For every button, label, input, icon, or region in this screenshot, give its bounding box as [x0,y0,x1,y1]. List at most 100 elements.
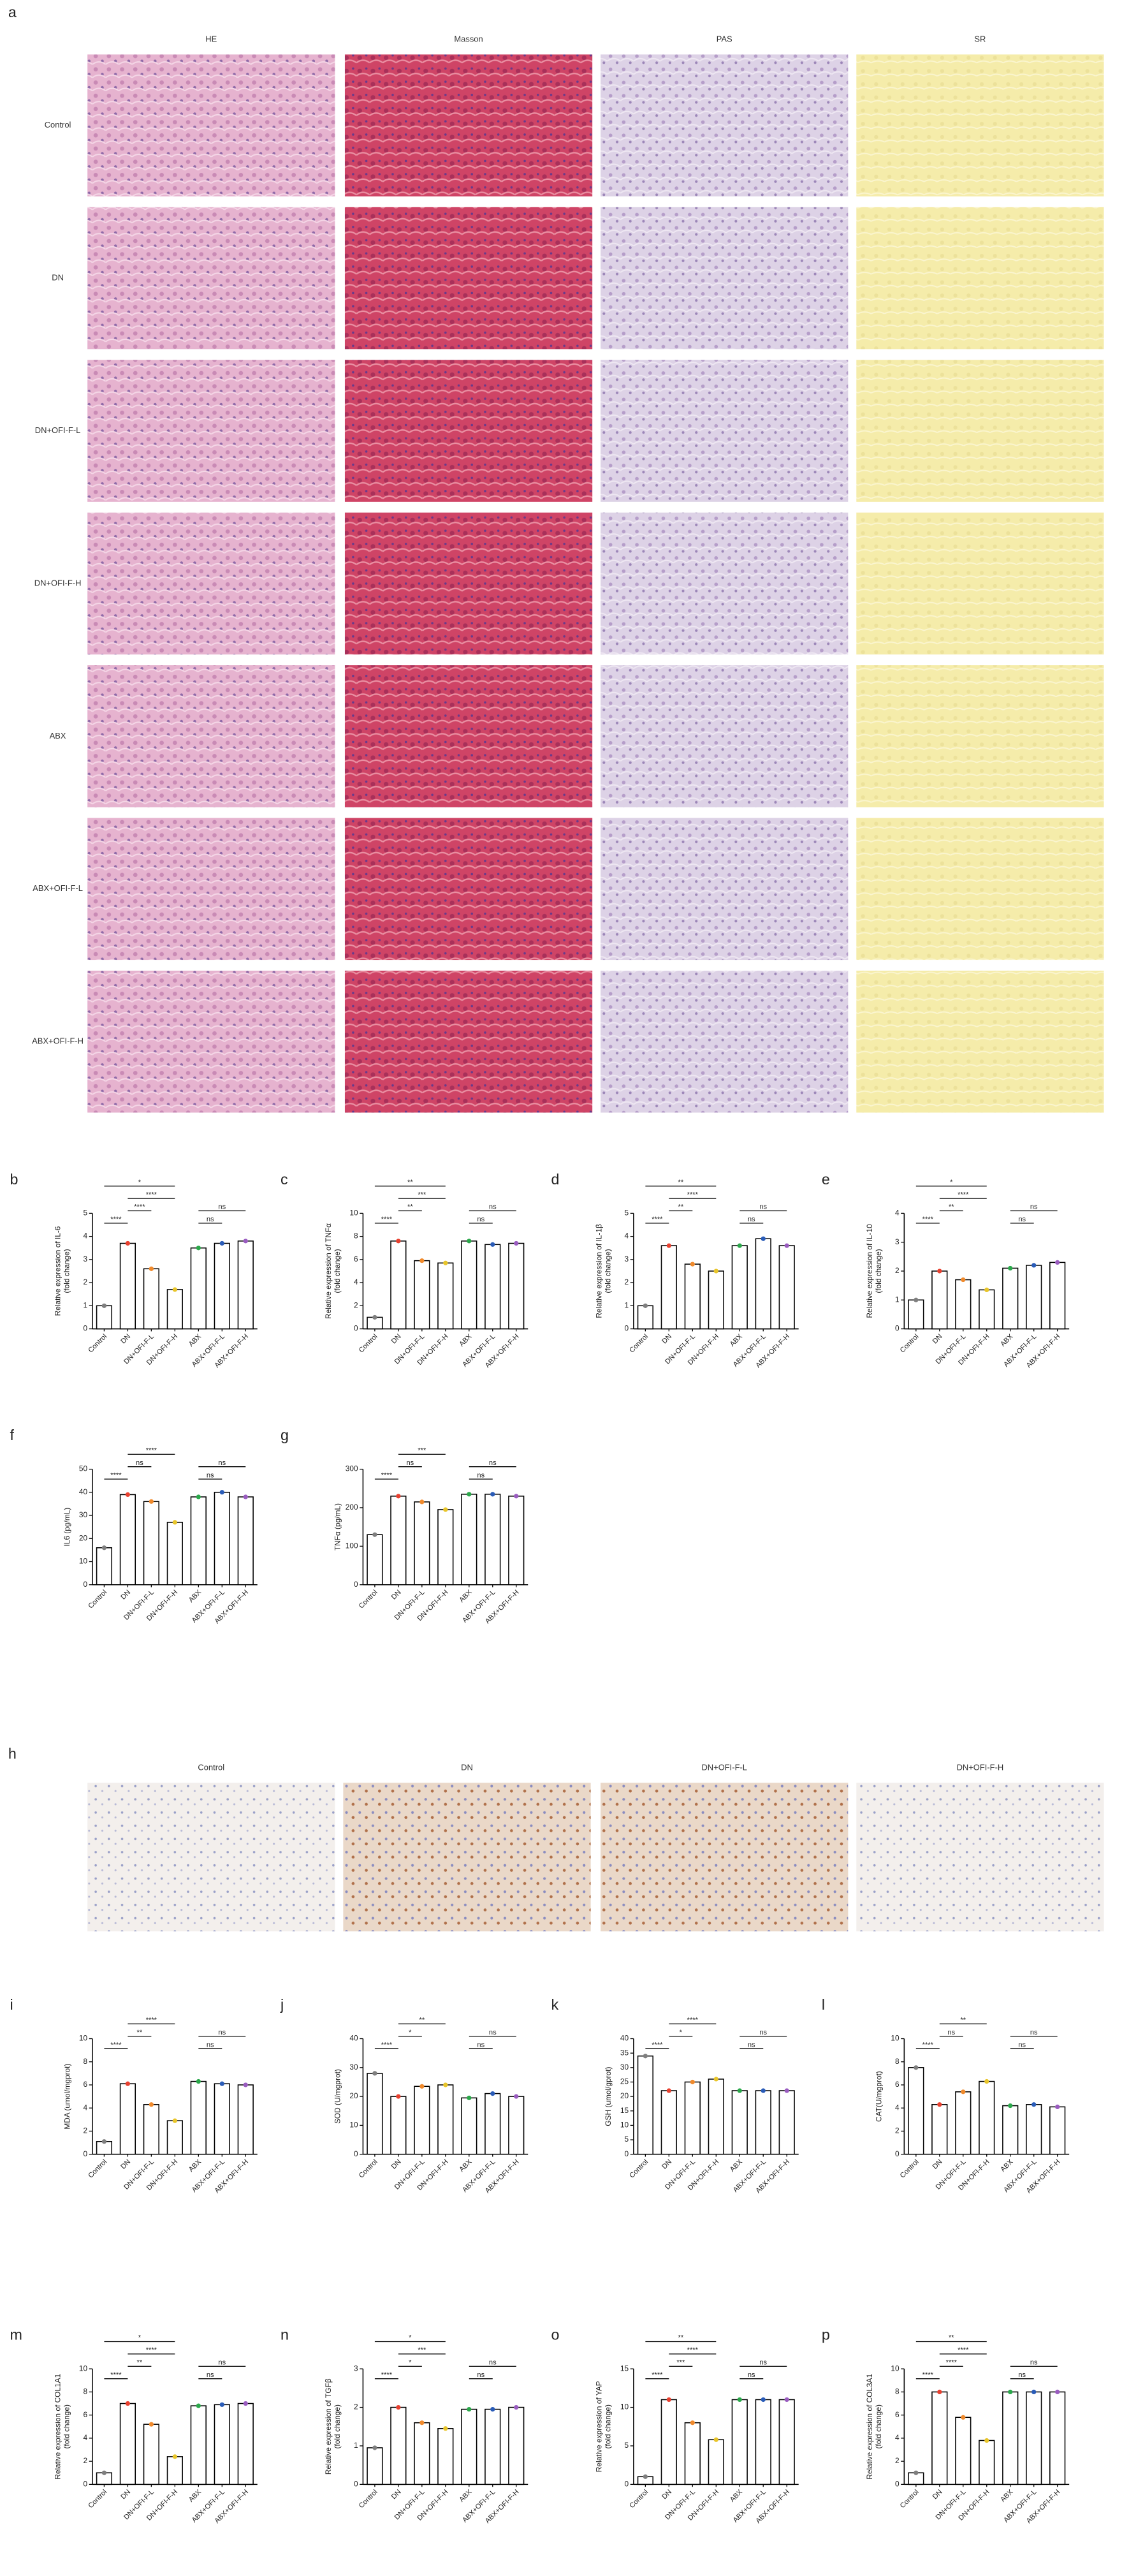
histology-image [87,818,335,960]
significance-label: **** [134,1203,145,1211]
y-axis-label: Relative expression of IL-6 [53,1226,62,1316]
mean-dot [419,2084,425,2089]
mean-dot [219,2081,224,2086]
y-tick-label: 10 [79,2364,88,2373]
mean-dot [1008,1265,1013,1271]
column-header: DN+OFI-F-H [957,1762,1004,1772]
mean-dot [690,2079,695,2085]
significance-label: **** [922,2371,934,2379]
bar [955,2417,972,2485]
y-tick-label: 2 [895,1266,900,1275]
mean-dot [784,1243,789,1248]
bar [143,1268,159,1330]
mean-dot [514,1240,519,1246]
histology-image [87,665,335,807]
significance-label: ns [489,2359,497,2367]
mean-dot [690,2420,695,2425]
y-tick-label: 2 [84,1277,88,1286]
mean-dot [713,1269,718,1274]
significance-label: **** [652,2371,663,2379]
mean-dot [172,2454,177,2459]
y-axis-label: (fold change) [604,1249,613,1293]
significance-label: **** [922,1216,934,1223]
row-label: ABX [50,731,66,740]
mean-dot [643,2474,648,2479]
mean-dot [396,2094,401,2099]
bar [508,2406,525,2485]
y-axis-label: (fold change) [874,1249,883,1293]
mean-dot [490,1242,495,1247]
y-tick-label: 4 [354,1277,358,1286]
significance-label: * [138,1179,142,1186]
histology-image [856,818,1104,960]
bar [979,1289,995,1330]
significance-label: ns [218,2029,226,2036]
significance-label: ** [678,2334,684,2342]
significance-label: ns [1018,1216,1026,1223]
panel-letter: k [551,1996,558,2013]
column-header: Masson [454,34,483,44]
significance-label: ns [136,1459,143,1467]
y-tick-label: 4 [895,2103,900,2112]
y-tick-label: 2 [354,2403,358,2411]
bar [1002,2105,1019,2155]
x-tick-label: DN [931,2158,944,2171]
significance-label: * [680,2029,683,2036]
mean-dot [196,1494,201,1499]
bar [390,2096,407,2155]
mean-dot [643,2054,648,2059]
y-axis-label: Relative expression of COL1A1 [53,2373,62,2479]
y-tick-label: 6 [895,2080,900,2089]
y-tick-label: 40 [349,2034,358,2043]
histology-image [87,207,335,350]
bar [778,1245,795,1330]
x-tick-label: DN [390,1589,403,1601]
bar [931,2391,948,2485]
mean-dot [419,1258,425,1263]
bar [96,1547,113,1586]
mean-dot [467,2095,472,2100]
y-axis-label: Relative expression of COL3A1 [865,2373,874,2479]
mean-dot [219,1490,224,1495]
mean-dot [443,2426,448,2431]
mean-dot [1031,2102,1037,2107]
mean-dot [243,2082,248,2087]
bar [484,1494,501,1586]
x-tick-label: DN [390,2158,403,2171]
x-tick-label: Control [87,1589,108,1610]
x-tick-label: Control [87,2488,108,2510]
x-tick-label: ABX [458,1332,474,1348]
bar [684,2422,701,2485]
y-axis-label: TNFα (pg/mL) [333,1503,342,1550]
mean-dot [419,2420,425,2425]
y-tick-label: 1 [84,1300,88,1309]
y-axis-label: GSH (umol/gprot) [604,2066,613,2126]
panel-letter: f [10,1427,15,1443]
significance-label: ** [419,2016,425,2024]
histology-image [601,512,849,655]
significance-label: ns [947,2029,955,2036]
bar [143,1501,159,1586]
significance-label: ** [407,1179,413,1186]
significance-label: ns [748,2041,755,2049]
significance-label: *** [676,2359,685,2367]
histology-image [856,665,1104,807]
y-tick-label: 2 [895,2456,900,2465]
bar [484,2408,501,2485]
bar [166,2120,183,2155]
mean-dot [196,2403,201,2408]
bar [731,2090,748,2155]
significance-label: ns [489,1459,497,1467]
x-tick-label: Control [87,2158,108,2180]
significance-label: **** [110,1216,122,1223]
x-tick-label: Control [628,2488,650,2510]
mean-dot [372,1532,377,1537]
y-tick-label: 2 [895,2126,900,2135]
column-header: SR [974,34,986,44]
bar [143,2104,159,2155]
panel-letter: m [10,2327,22,2343]
bar [166,1522,183,1586]
y-tick-label: 20 [79,1533,88,1542]
bar [461,1240,477,1330]
mean-dot [443,2082,448,2087]
